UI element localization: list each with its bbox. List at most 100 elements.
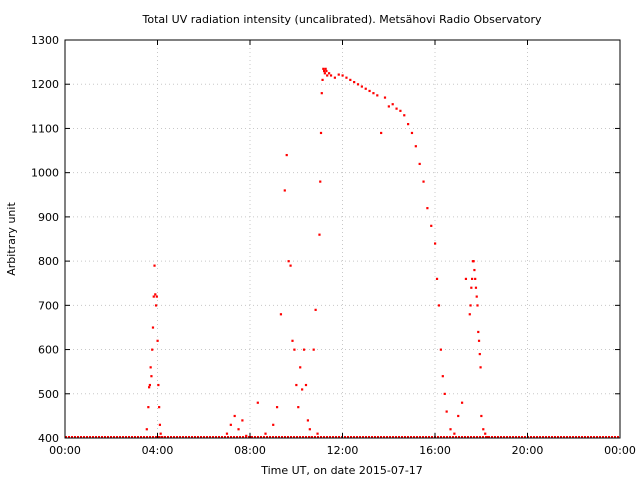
data-point (337, 73, 340, 76)
data-point (422, 180, 425, 183)
data-point (304, 383, 308, 387)
data-point (272, 423, 275, 426)
data-point (279, 313, 283, 316)
data-point (472, 260, 475, 263)
data-point (328, 72, 331, 75)
y-tick-label: 700 (38, 299, 59, 312)
data-point (349, 78, 352, 81)
data-point (316, 432, 319, 435)
data-point (439, 348, 442, 351)
data-point (399, 109, 402, 112)
data-point (479, 366, 482, 369)
data-point (326, 74, 329, 77)
data-point (158, 423, 162, 426)
data-point (469, 304, 472, 307)
data-point (275, 406, 279, 409)
x-tick-label: 16:00 (419, 444, 451, 457)
data-point (484, 432, 487, 435)
data-point (476, 304, 479, 307)
data-point (233, 414, 236, 418)
data-point (145, 428, 148, 431)
data-point (480, 414, 483, 418)
y-tick-label: 900 (38, 211, 59, 224)
data-point (329, 74, 333, 77)
data-point (437, 304, 441, 307)
y-tick-label: 600 (38, 344, 59, 357)
plot-frame (64, 39, 621, 439)
x-tick-label: 12:00 (327, 444, 359, 457)
data-point (364, 87, 367, 90)
data-point (156, 339, 159, 342)
data-point (241, 419, 244, 422)
data-point (318, 233, 321, 236)
data-point (319, 131, 323, 135)
data-point (161, 436, 164, 439)
x-tick-label: 00:00 (49, 444, 81, 457)
data-point (410, 131, 414, 135)
y-tick-label: 1300 (31, 34, 59, 47)
data-point (302, 348, 306, 351)
data-point (445, 410, 448, 413)
data-point (289, 264, 292, 267)
data-point (158, 406, 161, 409)
data-point (283, 189, 286, 192)
y-tick-labels: 400 500 600 700 800 900 1000 1100 1200 1300 (31, 34, 59, 445)
y-axis-label: Arbitrary unit (5, 202, 18, 276)
data-point (353, 81, 356, 84)
data-point (414, 145, 417, 148)
data-point (441, 375, 444, 378)
data-point (470, 286, 473, 289)
data-point (256, 401, 259, 404)
data-point (482, 428, 485, 431)
x-tick-label: 00:00 (604, 444, 636, 457)
data-point (301, 388, 304, 391)
data-point (383, 96, 387, 99)
data-point (418, 162, 421, 166)
data-point (324, 67, 327, 70)
data-point (486, 436, 489, 439)
data-point (434, 242, 437, 245)
data-point (152, 295, 155, 298)
data-point (376, 94, 379, 97)
data-point (341, 74, 344, 77)
data-point (322, 67, 325, 70)
data-point (312, 348, 315, 351)
x-tick-label: 20:00 (512, 444, 544, 457)
data-point (308, 428, 311, 431)
data-point (473, 268, 476, 272)
data-point (149, 366, 152, 369)
data-point (150, 375, 153, 378)
data-point (387, 105, 390, 108)
data-point (310, 436, 313, 439)
data-point (403, 114, 406, 117)
data-point (319, 180, 322, 183)
data-point (464, 277, 468, 280)
x-tick-label: 04:00 (142, 444, 174, 457)
data-point (475, 295, 478, 298)
data-point (368, 89, 371, 93)
data-point (237, 428, 240, 431)
data-point (457, 414, 460, 418)
data-point (151, 348, 154, 351)
data-point (299, 366, 302, 369)
data-point (360, 85, 363, 88)
data-point (430, 224, 433, 227)
data-point (151, 326, 155, 329)
data-point (291, 339, 294, 342)
data-point (372, 92, 375, 95)
data-point (460, 401, 464, 404)
data-point (356, 83, 360, 86)
data-point (154, 304, 158, 307)
data-point (293, 348, 296, 351)
data-point (453, 432, 456, 435)
data-point (148, 386, 151, 389)
data-point (314, 308, 317, 311)
y-tick-label: 1000 (31, 167, 59, 180)
data-point (155, 295, 158, 298)
y-tick-label: 500 (38, 388, 59, 401)
data-point (245, 434, 248, 437)
data-point (391, 103, 394, 106)
data-point (449, 428, 452, 431)
data-point (295, 383, 298, 387)
chart-title: Total UV radiation intensity (uncalibrat… (142, 13, 542, 26)
